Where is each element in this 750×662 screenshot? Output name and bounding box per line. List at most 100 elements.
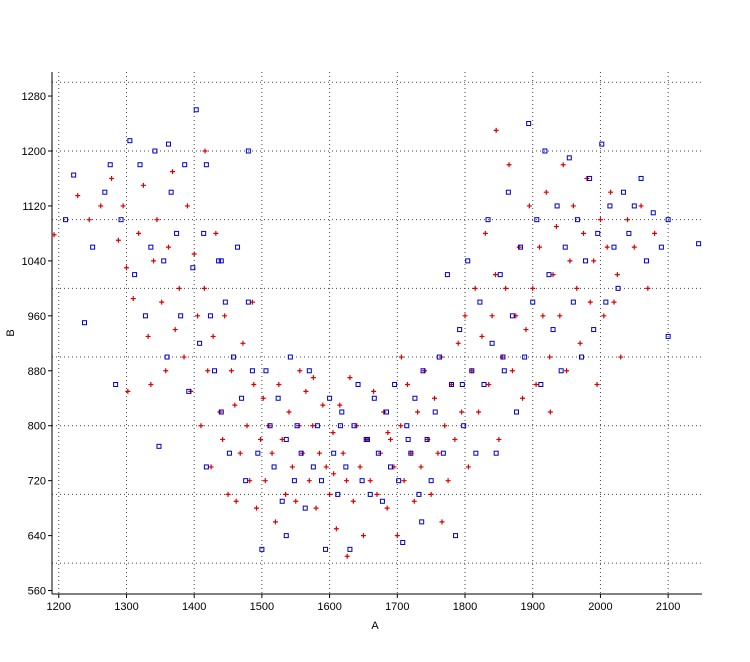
square-marker: [477, 299, 483, 305]
square-marker: [420, 368, 426, 374]
x-tick-label: 1800: [453, 601, 477, 613]
square-marker: [327, 395, 333, 401]
plus-marker: [618, 354, 624, 360]
square-marker: [218, 258, 224, 264]
plus-marker: [543, 189, 549, 195]
plus-marker: [195, 313, 201, 319]
plus-marker: [570, 203, 576, 209]
x-tick-label: 2000: [588, 601, 612, 613]
square-marker: [182, 162, 188, 168]
plus-marker: [394, 533, 400, 539]
square-marker: [82, 320, 87, 326]
plus-marker: [652, 230, 658, 236]
square-marker: [137, 162, 143, 168]
square-marker: [453, 533, 459, 539]
plus-marker: [244, 423, 250, 429]
y-tick-label: 560: [28, 586, 46, 598]
plus-marker: [163, 368, 169, 374]
square-marker: [201, 230, 207, 236]
square-marker: [383, 409, 389, 415]
plus-marker: [459, 409, 465, 415]
plus-marker: [509, 368, 515, 374]
plus-marker: [547, 354, 553, 360]
square-marker: [574, 217, 580, 223]
plus-marker: [240, 340, 246, 346]
plus-marker: [574, 285, 580, 291]
plus-marker: [237, 450, 243, 456]
square-marker: [367, 491, 373, 497]
x-tick-label: 1600: [317, 601, 341, 613]
square-marker: [355, 382, 361, 388]
plus-marker: [604, 244, 610, 250]
y-tick-label: 800: [28, 421, 46, 433]
plus-marker: [262, 478, 268, 484]
square-marker: [408, 450, 414, 456]
square-marker: [203, 464, 209, 470]
square-marker: [626, 230, 632, 236]
square-marker: [570, 299, 576, 305]
square-marker: [335, 491, 341, 497]
plus-marker: [445, 478, 451, 484]
square-marker: [400, 539, 406, 545]
square-marker: [459, 382, 465, 388]
plus-marker: [145, 333, 151, 339]
plus-marker: [439, 519, 445, 525]
plus-marker: [611, 299, 617, 305]
x-tick-label: 1300: [114, 601, 138, 613]
square-marker: [102, 189, 108, 195]
square-marker: [161, 258, 167, 264]
square-marker: [148, 244, 154, 250]
square-marker: [379, 498, 385, 504]
plus-marker: [462, 313, 468, 319]
square-marker: [190, 265, 196, 271]
plus-marker: [520, 395, 526, 401]
plus-marker: [472, 285, 478, 291]
square-marker: [132, 272, 138, 278]
plus-marker: [591, 258, 597, 264]
plus-marker: [584, 175, 590, 181]
square-marker: [599, 141, 605, 147]
square-marker: [513, 409, 519, 415]
plus-marker: [98, 203, 104, 209]
plus-marker: [442, 423, 448, 429]
plus-marker: [398, 354, 404, 360]
plus-marker: [537, 244, 542, 250]
plus-marker: [540, 313, 546, 319]
square-marker: [457, 327, 463, 333]
plus-marker: [401, 478, 407, 484]
y-axis-title: B: [5, 329, 17, 336]
plus-marker: [172, 327, 178, 333]
plus-marker: [560, 162, 566, 168]
plus-marker: [272, 519, 278, 525]
square-marker: [186, 388, 192, 394]
square-marker: [371, 395, 377, 401]
square-marker: [287, 354, 293, 360]
square-marker: [485, 217, 491, 223]
square-marker: [216, 258, 222, 264]
plus-marker: [337, 402, 343, 408]
plus-marker: [350, 498, 356, 504]
plus-marker: [283, 491, 289, 497]
plus-marker: [159, 299, 165, 305]
square-marker: [501, 368, 507, 374]
plus-marker: [205, 368, 211, 374]
plus-marker: [476, 409, 482, 415]
square-marker: [436, 354, 442, 360]
plus-marker: [428, 491, 434, 497]
plus-marker: [323, 464, 329, 470]
plus-marker: [344, 553, 350, 559]
plus-marker: [564, 368, 570, 374]
y-tick-labels: 560 640 720 800 880 960 1040 1120 1200 1280: [22, 91, 52, 598]
plus-marker: [202, 148, 208, 154]
square-marker: [351, 423, 357, 429]
square-marker: [207, 313, 213, 319]
plus-marker: [614, 272, 620, 278]
plus-marker: [374, 491, 380, 497]
square-marker: [178, 313, 184, 319]
square-marker: [197, 340, 203, 346]
square-marker: [222, 299, 228, 305]
plus-marker: [331, 471, 337, 477]
square-marker: [291, 478, 297, 484]
plus-marker: [148, 382, 154, 388]
